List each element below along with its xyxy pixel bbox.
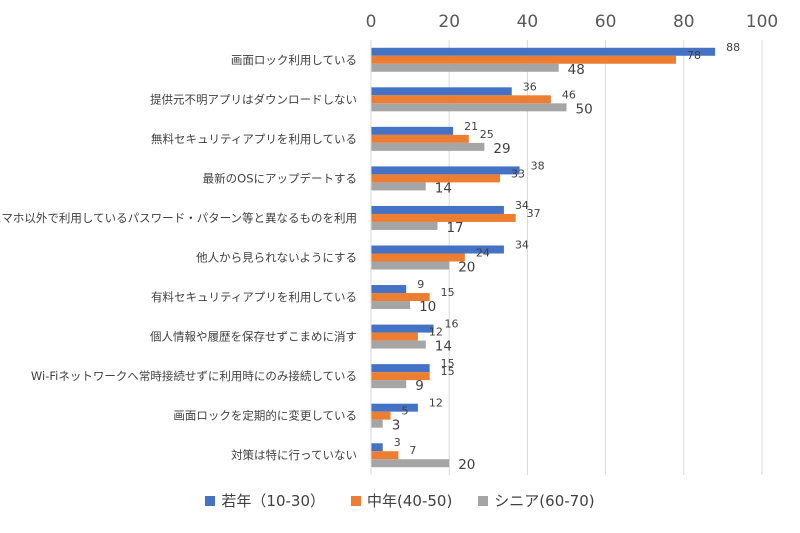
data-label: 20 <box>458 457 475 473</box>
category-label: スマホ以外で利用しているパスワード・パターン等と異なるものを利用 <box>0 211 357 225</box>
bar <box>371 293 430 302</box>
bar <box>371 63 559 72</box>
bar <box>371 174 501 183</box>
bar <box>371 364 430 373</box>
category-label: 個人情報や履歴を保存せずこまめに消す <box>150 330 357 344</box>
category-label: 最新のOSにアップデートする <box>203 171 357 185</box>
bar <box>371 87 512 96</box>
x-axis-ticks: 0 20 40 60 80 100 <box>366 12 779 32</box>
bar <box>371 261 450 270</box>
data-label: 20 <box>458 260 475 276</box>
x-tick-label: 0 <box>366 12 377 32</box>
bar <box>371 126 454 135</box>
data-label: 46 <box>562 88 576 101</box>
data-label: 17 <box>446 220 463 236</box>
data-label: 15 <box>441 357 455 370</box>
bar <box>371 142 485 151</box>
bar <box>371 411 391 420</box>
category-label: 無料セキュリティアプリを利用している <box>151 132 357 146</box>
bar <box>371 253 465 262</box>
data-label: 9 <box>417 278 424 291</box>
data-label: 14 <box>435 339 452 355</box>
data-label: 29 <box>493 141 510 157</box>
bar <box>371 103 567 112</box>
bar <box>371 459 450 468</box>
data-label: 7 <box>409 444 416 457</box>
data-label: 3 <box>392 418 401 434</box>
x-tick-label: 20 <box>438 12 460 32</box>
data-label: 38 <box>531 159 545 172</box>
category-label: 対策は特に行っていない <box>231 448 357 462</box>
bar <box>371 182 426 191</box>
bar <box>371 95 551 104</box>
legend-swatch-senior <box>478 495 489 506</box>
data-label: 78 <box>687 49 701 62</box>
bar <box>371 166 520 175</box>
data-label: 14 <box>435 180 452 196</box>
bar <box>371 332 418 341</box>
grid-lines <box>448 40 763 475</box>
data-label: 12 <box>429 326 443 339</box>
bar <box>371 134 469 143</box>
data-label: 5 <box>402 405 409 418</box>
data-label: 48 <box>568 62 585 78</box>
data-labels: 8878483646502125293833143437173424209151… <box>392 41 740 473</box>
data-label: 21 <box>464 120 478 133</box>
data-label: 24 <box>476 247 490 260</box>
bar <box>371 47 716 56</box>
x-tick-label: 100 <box>746 12 778 32</box>
bar <box>371 403 418 412</box>
category-label: 他人から見られないようにする <box>196 251 357 265</box>
bar <box>371 301 411 310</box>
legend: 若年（10-30） 中年(40-50) シニア(60-70) <box>0 490 800 511</box>
legend-item-middle: 中年(40-50) <box>351 490 452 511</box>
bar <box>371 443 383 452</box>
category-label: 画面ロックを定期的に変更している <box>173 409 357 423</box>
bar <box>371 340 426 349</box>
category-label: 提供元不明アプリはダウンロードしない <box>150 92 357 106</box>
bar <box>371 245 504 254</box>
data-label: 50 <box>576 101 593 117</box>
data-label: 37 <box>527 207 541 220</box>
bar <box>371 380 407 389</box>
data-label: 15 <box>441 365 455 378</box>
x-tick-label: 80 <box>673 12 695 32</box>
data-label: 33 <box>511 167 525 180</box>
legend-swatch-young <box>205 495 216 506</box>
bar <box>371 419 383 428</box>
bar <box>371 213 516 222</box>
data-label: 16 <box>445 318 459 331</box>
bar <box>371 451 399 460</box>
legend-swatch-middle <box>351 495 361 506</box>
legend-item-senior: シニア(60-70) <box>478 490 595 511</box>
bar <box>371 372 430 381</box>
data-label: 88 <box>726 41 740 54</box>
legend-label-young: 若年（10-30） <box>221 492 325 510</box>
category-label: 有料セキュリティアプリを利用している <box>151 290 357 304</box>
data-label: 10 <box>419 299 436 315</box>
x-tick-label: 40 <box>517 12 539 32</box>
bar <box>371 285 407 294</box>
category-label: 画面ロック利用している <box>231 53 357 67</box>
bar <box>371 205 504 214</box>
category-labels: 画面ロック利用している提供元不明アプリはダウンロードしない無料セキュリティアプリ… <box>0 53 357 462</box>
data-label: 15 <box>441 286 455 299</box>
data-label: 34 <box>515 239 529 252</box>
data-label: 36 <box>523 80 537 93</box>
x-tick-label: 60 <box>595 12 617 32</box>
data-label: 9 <box>415 378 424 394</box>
bar <box>371 55 676 64</box>
data-label: 12 <box>429 397 443 410</box>
legend-item-young: 若年（10-30） <box>205 490 325 511</box>
data-label: 25 <box>480 128 494 141</box>
category-label: Wi-Fiネットワークへ常時接続せずに利用時にのみ接続している <box>31 369 357 383</box>
data-label: 3 <box>394 436 401 449</box>
bar <box>371 324 434 333</box>
bar <box>371 221 438 230</box>
bars <box>371 47 716 468</box>
legend-label-senior: シニア(60-70) <box>494 492 595 510</box>
data-label: 34 <box>515 199 529 212</box>
legend-label-middle: 中年(40-50) <box>367 492 453 510</box>
